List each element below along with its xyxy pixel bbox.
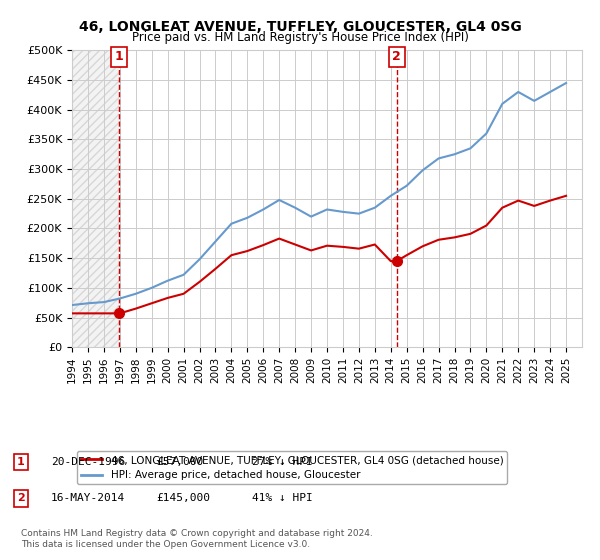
Text: 16-MAY-2014: 16-MAY-2014 (51, 493, 125, 503)
Text: 20-DEC-1996: 20-DEC-1996 (51, 457, 125, 467)
Legend: 46, LONGLEAT AVENUE, TUFFLEY, GLOUCESTER, GL4 0SG (detached house), HPI: Average: 46, LONGLEAT AVENUE, TUFFLEY, GLOUCESTER… (77, 451, 508, 484)
Bar (72, 50, 119, 347)
Text: 1: 1 (115, 50, 124, 63)
Text: Contains HM Land Registry data © Crown copyright and database right 2024.
This d: Contains HM Land Registry data © Crown c… (21, 529, 373, 549)
Text: Price paid vs. HM Land Registry's House Price Index (HPI): Price paid vs. HM Land Registry's House … (131, 31, 469, 44)
Text: 1: 1 (17, 457, 25, 467)
Text: 46, LONGLEAT AVENUE, TUFFLEY, GLOUCESTER, GL4 0SG: 46, LONGLEAT AVENUE, TUFFLEY, GLOUCESTER… (79, 20, 521, 34)
Text: 2: 2 (17, 493, 25, 503)
Text: £57,000: £57,000 (156, 457, 203, 467)
Text: 41% ↓ HPI: 41% ↓ HPI (252, 493, 313, 503)
Polygon shape (72, 50, 119, 347)
Text: 2: 2 (392, 50, 401, 63)
Text: 27% ↓ HPI: 27% ↓ HPI (252, 457, 313, 467)
Text: £145,000: £145,000 (156, 493, 210, 503)
